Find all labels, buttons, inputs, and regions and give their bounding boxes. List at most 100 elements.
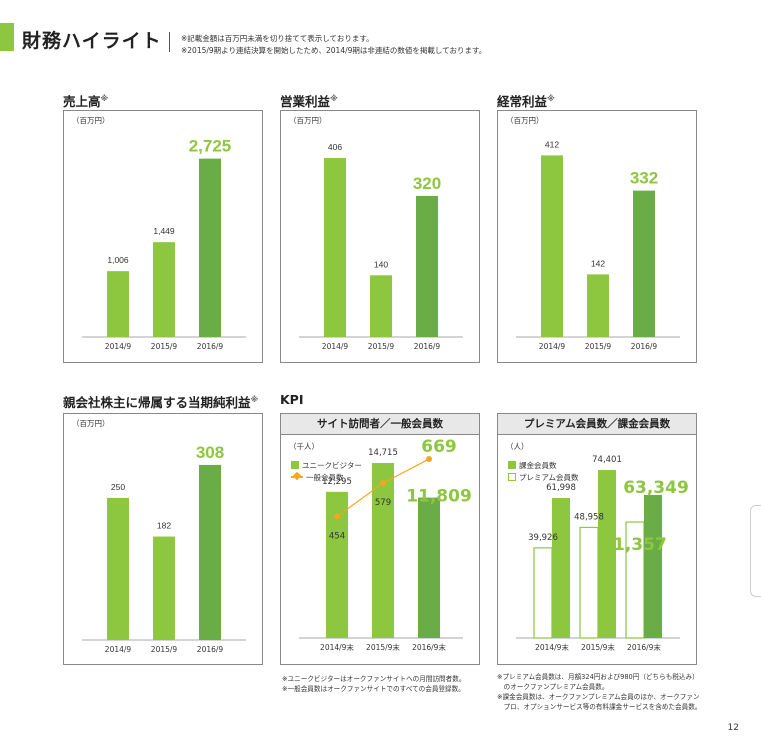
bar-paid-2014/9末 xyxy=(552,498,570,638)
bar-2014/9 xyxy=(107,497,129,640)
unit-label: （百万円） xyxy=(72,419,110,428)
x-tick-label: 2014/9末 xyxy=(320,642,354,652)
data-label-2016/9: 2,725 xyxy=(189,137,232,156)
premium-footnote: ※プレミアム会員数は、月額324円および980円（どちらも税込み） のオークファ… xyxy=(497,673,702,711)
ordinary-chart: 412 2014/9 142 2015/9 332 2016/9 xyxy=(516,139,680,351)
x-tick-label: 2016/9 xyxy=(197,645,224,654)
bar-data-label: 14,715 xyxy=(368,448,398,458)
data-label-2015/9: 1,449 xyxy=(153,226,175,236)
data-label-2015/9: 140 xyxy=(374,259,388,269)
operating-chart: 406 2014/9 140 2015/9 320 2016/9 xyxy=(299,142,463,351)
kpi-section-title: KPI xyxy=(280,392,304,407)
bar-2014/9末 xyxy=(326,491,348,638)
data-label-2016/9: 308 xyxy=(196,443,224,462)
legend-swatch-line xyxy=(291,476,303,478)
visitors-footnote: ※ユニークビジターはオークファンサイトへの月間訪問者数。 ※一般会員数はオークファ… xyxy=(282,675,466,693)
ordinary-chart-panel: （百万円） 412 2014/9 142 2015/9 332 2016/9 xyxy=(497,110,697,363)
x-tick-label: 2014/9末 xyxy=(535,642,569,652)
net-chart-panel: （百万円） 250 2014/9 182 2015/9 308 2016/9 xyxy=(63,413,263,665)
data-label-2014/9: 406 xyxy=(328,142,342,152)
x-tick-label: 2016/9末 xyxy=(412,642,446,652)
x-tick-label: 2016/9 xyxy=(631,342,658,351)
x-tick-label: 2015/9 xyxy=(151,645,178,654)
visitors-chart-panel: サイト訪問者／一般会員数 （千人） ユニークビジター 一般会員数 12,295 2… xyxy=(280,413,480,665)
bar-2015/9 xyxy=(587,274,609,337)
bar-2015/9 xyxy=(370,275,392,337)
x-tick-label: 2015/9末 xyxy=(366,642,400,652)
page-edge-tab xyxy=(750,505,761,597)
title-accent-bar xyxy=(0,23,14,51)
paid-data-label: 63,349 xyxy=(623,478,689,498)
unit-label: （百万円） xyxy=(289,116,327,125)
data-label-2014/9: 412 xyxy=(545,139,559,149)
legend-swatch-solid xyxy=(508,461,516,469)
line-point xyxy=(380,480,386,487)
data-label-2014/9: 250 xyxy=(111,482,125,492)
bar-2015/9末 xyxy=(372,463,394,638)
legend-item-unique-visitors: ユニークビジター xyxy=(291,460,362,471)
paid-data-label: 74,401 xyxy=(592,455,622,465)
data-label-2016/9: 332 xyxy=(630,169,658,188)
unit-label: （人） xyxy=(506,442,529,451)
bar-2016/9 xyxy=(416,195,438,337)
premium-data-label: 39,926 xyxy=(528,533,558,543)
net-chart: 250 2014/9 182 2015/9 308 2016/9 xyxy=(82,443,246,654)
bar-data-label: 11,809 xyxy=(406,487,472,507)
bar-paid-2015/9末 xyxy=(598,469,616,638)
legend-swatch-bar xyxy=(291,461,299,469)
sales-section-title: 売上高※ xyxy=(63,93,109,109)
premium-data-label: 51,357 xyxy=(601,535,667,555)
x-tick-label: 2016/9末 xyxy=(627,642,661,652)
premium-data-label: 48,958 xyxy=(574,512,604,522)
legend-item-paid-members: 課金会員数 xyxy=(508,460,557,471)
x-tick-label: 2016/9 xyxy=(197,342,224,351)
bar-paid-2016/9末 xyxy=(644,494,662,638)
ordinary-section-title: 経常利益※ xyxy=(497,93,555,109)
x-tick-label: 2014/9 xyxy=(539,342,566,351)
data-label-2014/9: 1,006 xyxy=(107,255,129,265)
bar-2015/9 xyxy=(153,242,175,337)
line-point xyxy=(426,456,432,463)
legend-swatch-outline xyxy=(508,473,516,481)
x-tick-label: 2014/9 xyxy=(105,342,132,351)
bar-2016/9 xyxy=(199,158,221,337)
x-tick-label: 2015/9 xyxy=(151,342,178,351)
unit-label: （千人） xyxy=(289,442,319,451)
title-separator xyxy=(169,32,170,52)
header-note-2: ※2015/9期より連結決算を開始したため、2014/9期は非連結の数値を掲載し… xyxy=(181,46,487,55)
x-tick-label: 2014/9 xyxy=(322,342,349,351)
x-tick-label: 2015/9 xyxy=(368,342,395,351)
bar-2014/9 xyxy=(324,158,346,337)
page-title: 財務ハイライト xyxy=(22,30,162,52)
operating-chart-panel: （百万円） 406 2014/9 140 2015/9 320 2016/9 xyxy=(280,110,480,363)
bar-2014/9 xyxy=(107,271,129,337)
page-number: 12 xyxy=(727,723,739,733)
net-section-title: 親会社株主に帰属する当期純利益※ xyxy=(63,394,259,410)
premium-chart-header: プレミアム会員数／課金会員数 xyxy=(498,414,696,435)
premium-chart: 61,998 39,926 2014/9末 74,401 48,958 2015/9末 63… xyxy=(516,455,689,652)
data-label-2015/9: 142 xyxy=(591,258,605,268)
bar-2016/9 xyxy=(633,190,655,337)
x-tick-label: 2016/9 xyxy=(414,342,441,351)
x-tick-label: 2014/9 xyxy=(105,645,132,654)
line-data-label: 669 xyxy=(421,437,457,457)
legend-item-premium-members: プレミアム会員数 xyxy=(508,472,578,483)
bar-data-label: 12,295 xyxy=(322,477,352,487)
data-label-2016/9: 320 xyxy=(413,174,441,193)
premium-chart-panel: プレミアム会員数／課金会員数 （人） 課金会員数 プレミアム会員数 61,998… xyxy=(497,413,697,665)
sales-chart-panel: （百万円） 1,006 2014/9 1,449 2015/9 2,725 2016/9 xyxy=(63,110,263,363)
x-tick-label: 2015/9 xyxy=(585,342,612,351)
data-label-2015/9: 182 xyxy=(157,521,171,531)
paid-data-label: 61,998 xyxy=(546,483,576,493)
bar-2015/9 xyxy=(153,536,175,640)
visitors-chart: 12,295 2014/9末 14,715 2015/9末 11,809 2016/9末 4… xyxy=(299,437,472,652)
bar-2016/9 xyxy=(199,464,221,640)
header-note-1: ※記載金額は百万円未満を切り捨てて表示しております。 xyxy=(181,34,374,43)
line-data-label: 454 xyxy=(329,532,345,542)
line-point xyxy=(334,513,340,520)
bar-2016/9末 xyxy=(418,497,440,638)
unit-label: （百万円） xyxy=(506,116,544,125)
bar-2014/9 xyxy=(541,155,563,337)
unit-label: （百万円） xyxy=(72,116,110,125)
operating-section-title: 営業利益※ xyxy=(280,93,338,109)
